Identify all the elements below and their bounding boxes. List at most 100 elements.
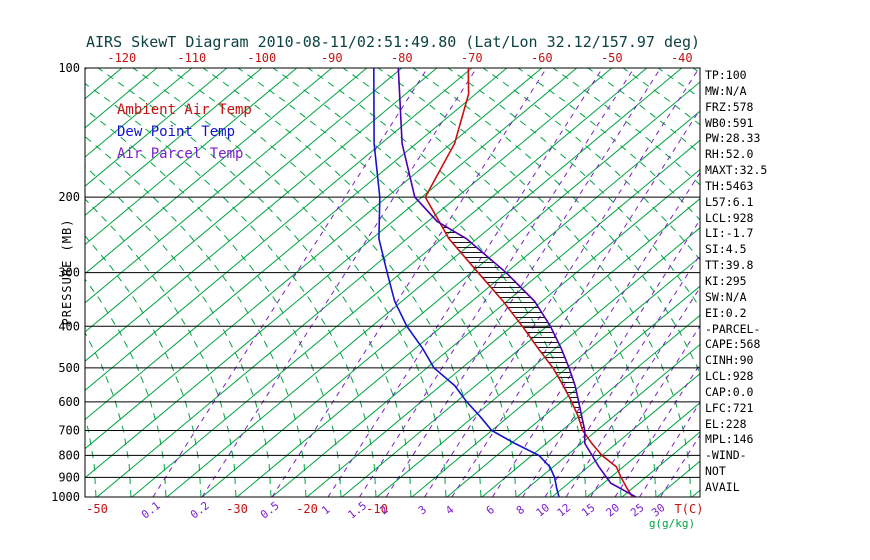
mixing-ratio-label: 4 bbox=[443, 503, 457, 518]
top-axis-tick-label: -80 bbox=[391, 51, 413, 65]
moist-adiabat-line bbox=[167, 68, 482, 497]
top-axis-tick-label: -120 bbox=[107, 51, 136, 65]
stat-line: KI:295 bbox=[705, 273, 747, 288]
top-axis-tick-label: -110 bbox=[177, 51, 206, 65]
stat-line: EL:228 bbox=[705, 416, 747, 431]
mixing-ratio-line bbox=[639, 401, 700, 497]
mixing-ratio-label: 12 bbox=[555, 501, 573, 519]
stat-line: CINH:90 bbox=[705, 353, 754, 368]
mixing-ratio-label: 6 bbox=[484, 503, 497, 517]
stat-line: SW:N/A bbox=[705, 289, 747, 304]
bottom-axis-tick-label: -50 bbox=[86, 502, 108, 516]
moist-adiabat-line bbox=[342, 68, 657, 497]
mixing-ratio-line bbox=[385, 68, 662, 497]
stat-line: LCL:928 bbox=[705, 369, 754, 384]
plot-frame bbox=[84, 67, 701, 498]
stat-line: -PARCEL- bbox=[705, 321, 761, 336]
pressure-tick-label: 900 bbox=[58, 470, 80, 484]
mixing-ratio-label: 3 bbox=[416, 503, 429, 517]
mixing-ratio-line bbox=[152, 68, 428, 497]
stat-line: LCL:928 bbox=[705, 210, 754, 225]
stat-line: SI:4.5 bbox=[705, 242, 747, 257]
stat-line: AVAIL bbox=[705, 479, 740, 494]
top-axis-tick-label: -70 bbox=[461, 51, 483, 65]
moist-adiabat-line bbox=[132, 68, 447, 497]
moist-adiabat-line bbox=[377, 68, 692, 497]
top-axis-tick-label: -50 bbox=[601, 51, 623, 65]
moist-adiabat-line bbox=[447, 68, 700, 310]
moist-adiabat-line bbox=[482, 68, 700, 261]
mixing-ratio-line bbox=[451, 108, 700, 497]
mixing-ratio-line bbox=[424, 68, 700, 497]
stat-line: MPL:146 bbox=[705, 432, 754, 447]
isotherm-line bbox=[85, 68, 473, 391]
stat-line: PW:28.33 bbox=[705, 131, 761, 146]
isotherm-line bbox=[481, 314, 700, 497]
isotherm-line bbox=[516, 343, 700, 497]
moist-adiabat-line bbox=[202, 68, 517, 497]
moist-adiabat-line bbox=[272, 68, 587, 497]
pressure-tick-label: 800 bbox=[58, 448, 80, 462]
moist-adiabat-line bbox=[97, 68, 412, 497]
moist-adiabat-line bbox=[587, 68, 700, 155]
pressure-tick-label: 500 bbox=[58, 361, 80, 375]
parcel-temp-curve bbox=[397, 68, 637, 497]
stat-line: RH:52.0 bbox=[705, 147, 754, 162]
mixing-ratio-label: 1 bbox=[319, 503, 332, 517]
moist-adiabat-line bbox=[307, 68, 622, 497]
moist-adiabat-line bbox=[85, 135, 307, 497]
mixing-ratio-line bbox=[544, 253, 700, 497]
stat-line: CAPE:568 bbox=[705, 337, 761, 352]
legend: Ambient Air Temp Dew Point Temp Air Parcel… bbox=[117, 99, 252, 165]
mixing-ratio-line bbox=[327, 68, 603, 497]
stats-panel: TP:100 MW:N/A FRZ:578 WB0:591 PW:28.33 RH:52.… bbox=[705, 68, 767, 496]
background-grid bbox=[85, 68, 700, 497]
mixing-ratio-label: 8 bbox=[514, 503, 527, 517]
temp-axis-unit-label: T(C) bbox=[675, 502, 704, 516]
pressure-tick-label: 600 bbox=[58, 395, 80, 409]
mixing-ratio-line bbox=[271, 68, 547, 497]
bottom-axis-tick-label: -30 bbox=[226, 502, 248, 516]
pressure-axis-label: PRESSURE (MB) bbox=[60, 219, 74, 326]
legend-item-ambient-air-temp: Ambient Air Temp bbox=[117, 102, 252, 118]
isotherm-line bbox=[85, 68, 228, 187]
chart-title: AIRS SkewT Diagram 2010-08-11/02:51:49.8… bbox=[86, 33, 701, 51]
top-axis-tick-label: -60 bbox=[531, 51, 553, 65]
bottom-axis-tick-label: -10 bbox=[366, 502, 388, 516]
moist-adiabat-line bbox=[412, 68, 700, 376]
isotherm-line bbox=[85, 68, 333, 275]
isotherm-line bbox=[85, 68, 403, 333]
legend-item-air-parcel-temp: Air Parcel Temp bbox=[117, 146, 244, 162]
mixing-ratio-line bbox=[522, 218, 700, 497]
isotherm-line bbox=[306, 168, 700, 497]
dewpoint-curve bbox=[372, 68, 560, 497]
moist-adiabat-line bbox=[85, 82, 377, 497]
moist-adiabat-line bbox=[85, 416, 97, 497]
stat-line: EI:0.2 bbox=[705, 305, 747, 320]
stat-line: NOT bbox=[705, 464, 726, 479]
isotherm-line bbox=[96, 68, 613, 497]
pressure-tick-label: 400 bbox=[58, 319, 80, 333]
stat-line: LFC:721 bbox=[705, 400, 754, 415]
isotherm-line bbox=[85, 68, 298, 246]
moist-adiabat-line bbox=[552, 68, 700, 186]
moist-adiabat-line bbox=[237, 68, 552, 497]
pressure-tick-label: 1000 bbox=[51, 490, 80, 504]
pressure-tick-label: 200 bbox=[58, 190, 80, 204]
mixing-ratio-line bbox=[201, 68, 477, 497]
stat-line: MAXT:32.5 bbox=[705, 163, 768, 178]
moist-adiabat-line bbox=[517, 68, 700, 221]
mixing-ratio-unit-label: g(g/kg) bbox=[649, 517, 695, 530]
stat-line: -WIND- bbox=[705, 448, 747, 463]
top-axis-tick-label: -40 bbox=[671, 51, 693, 65]
mixing-ratio-label: 25 bbox=[628, 501, 646, 519]
mixing-ratio-label: 15 bbox=[579, 501, 597, 519]
stat-line: TH:5463 bbox=[705, 178, 754, 193]
stat-line: TT:39.8 bbox=[705, 258, 754, 273]
mixing-ratio-line bbox=[565, 286, 700, 497]
isotherm-line bbox=[201, 81, 700, 497]
isotherm-line bbox=[586, 402, 700, 497]
bottom-axis-tick-label: -20 bbox=[296, 502, 318, 516]
